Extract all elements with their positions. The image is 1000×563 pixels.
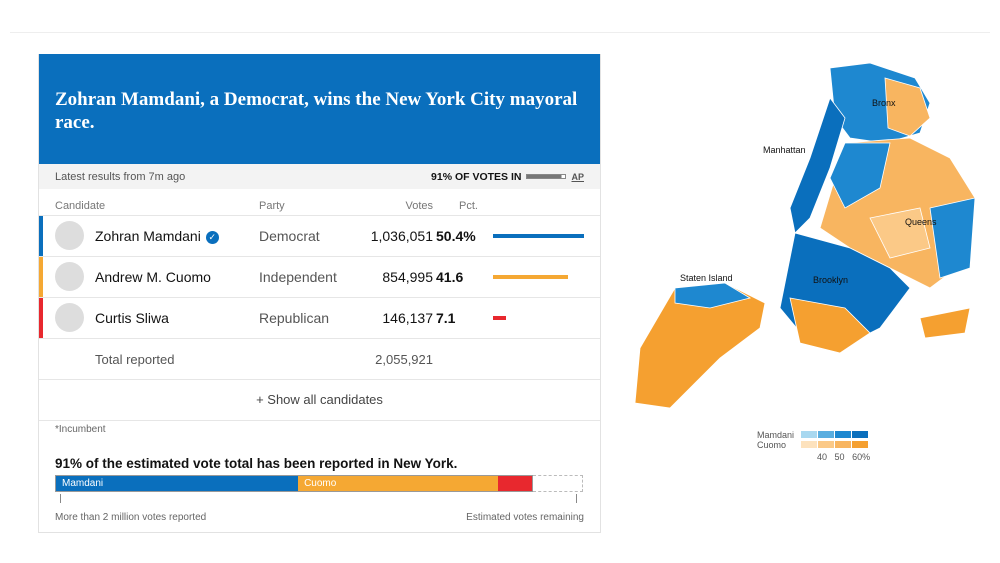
map-legend: Mamdani Cuomo 40 50 60% — [757, 430, 870, 462]
ap-link[interactable]: AP — [571, 171, 584, 182]
col-pct: Pct. — [459, 200, 478, 212]
map-staten-north — [674, 282, 752, 309]
map-queens-mid — [869, 207, 931, 259]
legend-swatch — [818, 431, 834, 438]
status-bar: Latest results from 7m ago 91% OF VOTES … — [39, 164, 600, 189]
candidate-votes: 854,995 — [382, 269, 433, 285]
estimate-bar: Mamdani Cuomo — [55, 475, 533, 492]
map-label-brooklyn: Brooklyn — [813, 275, 849, 285]
nyc-results-map — [634, 62, 976, 409]
map-queens-east — [929, 197, 976, 279]
candidate-name: Andrew M. Cuomo — [95, 269, 211, 285]
map-label-manhattan: Manhattan — [763, 145, 806, 155]
estimate-heading: 91% of the estimated vote total has been… — [55, 456, 458, 471]
map-label-staten-island: Staten Island — [680, 273, 733, 283]
party-stripe — [39, 257, 43, 297]
table-header: Candidate Party Votes Pct. — [39, 189, 600, 216]
candidate-pct: 41.6 — [436, 269, 464, 285]
latest-results: Latest results from 7m ago — [55, 170, 186, 183]
votes-in-bar — [526, 174, 567, 179]
results-card: Zohran Mamdani, a Democrat, wins the New… — [38, 54, 601, 533]
votes-in: 91% OF VOTES IN AP — [431, 170, 584, 183]
legend-mamdani: Mamdani — [757, 430, 795, 440]
map-queens-north — [829, 142, 891, 209]
estimate-segment: Cuomo — [298, 476, 498, 491]
estimate-segment — [497, 476, 532, 491]
map-manhattan — [789, 97, 846, 234]
legend-swatch — [818, 441, 834, 448]
map-label-queens: Queens — [905, 217, 937, 227]
estimate-segment: Mamdani — [56, 476, 299, 491]
map-rockaway — [919, 307, 971, 339]
party-stripe — [39, 298, 43, 338]
candidate-pct: 7.1 — [436, 310, 456, 326]
col-candidate: Candidate — [55, 200, 106, 212]
candidate-party: Republican — [259, 310, 330, 326]
candidate-party: Democrat — [259, 228, 320, 244]
candidate-row: Curtis Sliwa Republican 146,137 7.1 — [39, 298, 600, 339]
candidate-votes: 1,036,051 — [370, 228, 433, 244]
candidate-row: Andrew M. Cuomo Independent 854,995 41.6 — [39, 257, 600, 298]
pct-bar — [493, 275, 569, 279]
avatar — [55, 262, 84, 291]
remaining-segment — [533, 475, 583, 492]
col-party: Party — [259, 200, 285, 212]
legend-swatch — [835, 441, 851, 448]
candidate-name: Curtis Sliwa — [95, 310, 169, 326]
avatar — [55, 221, 84, 250]
map-brooklyn-south — [789, 297, 871, 354]
legend-swatch — [852, 441, 868, 448]
legend-tick: 50 — [834, 452, 845, 462]
pct-bar — [493, 234, 584, 238]
pct-bar — [493, 316, 506, 320]
col-votes: Votes — [405, 200, 433, 212]
total-votes: 2,055,921 — [375, 352, 433, 367]
party-stripe — [39, 216, 43, 256]
show-all-candidates-button[interactable]: + Show all candidates — [39, 380, 600, 421]
headline: Zohran Mamdani, a Democrat, wins the New… — [39, 54, 600, 164]
legend-cuomo: Cuomo — [757, 440, 787, 450]
legend-swatch — [801, 441, 817, 448]
candidate-row: Zohran Mamdani ✓ Democrat 1,036,051 50.4% — [39, 216, 600, 257]
candidate-pct: 50.4% — [436, 228, 476, 244]
avatar — [55, 303, 84, 332]
total-label: Total reported — [95, 352, 175, 367]
candidate-votes: 146,137 — [382, 310, 433, 326]
legend-swatch — [852, 431, 868, 438]
candidate-name: Zohran Mamdani ✓ — [95, 228, 219, 244]
winner-check-icon: ✓ — [205, 231, 219, 244]
legend-swatch — [835, 431, 851, 438]
reported-label: More than 2 million votes reported — [55, 512, 207, 523]
candidate-party: Independent — [259, 269, 337, 285]
tick — [60, 494, 61, 503]
legend-tick: 60% — [852, 452, 871, 462]
map-label-bronx: Bronx — [872, 98, 896, 108]
legend-swatch — [801, 431, 817, 438]
remaining-label: Estimated votes remaining — [466, 512, 584, 523]
total-row: Total reported 2,055,921 — [39, 339, 600, 380]
map-staten-island — [634, 282, 766, 409]
divider — [10, 32, 990, 33]
map-bronx-east — [884, 77, 931, 137]
incumbent-note: *Incumbent — [55, 424, 106, 435]
legend-tick: 40 — [817, 452, 828, 462]
tick — [576, 494, 577, 503]
